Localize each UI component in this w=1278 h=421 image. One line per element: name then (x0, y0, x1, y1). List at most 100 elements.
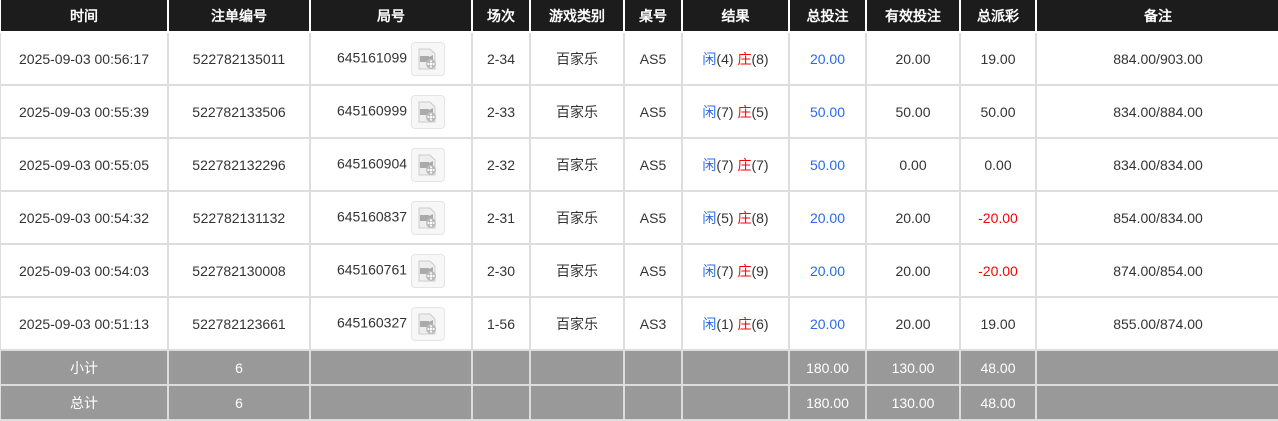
empty-cell (471, 384, 531, 421)
video-replay-icon[interactable] (411, 94, 446, 129)
bet-id: 522782131132 (167, 190, 311, 245)
bet-time: 2025-09-03 00:56:17 (0, 31, 169, 86)
round-number: 645160999 (336, 102, 408, 119)
banker-label: 庄 (737, 156, 752, 173)
game-type: 百家乐 (529, 243, 625, 298)
column-header: 桌号 (623, 0, 683, 33)
banker-label: 庄 (737, 262, 752, 279)
banker-points: (5) (751, 103, 769, 120)
bet-id: 522782123661 (167, 296, 311, 351)
subtotal-count: 6 (167, 349, 311, 386)
empty-cell (1035, 384, 1278, 421)
player-points: (4) (716, 50, 734, 67)
column-header: 备注 (1035, 0, 1278, 33)
note: 834.00/834.00 (1035, 137, 1278, 192)
player-points: (1) (716, 315, 734, 332)
note: 855.00/874.00 (1035, 296, 1278, 351)
empty-cell (681, 384, 790, 421)
total-bet: 20.00 (788, 190, 867, 245)
result: 闲(5) 庄(8) (681, 190, 790, 245)
video-replay-icon[interactable] (411, 200, 446, 235)
grandtotal-valid: 130.00 (865, 384, 961, 421)
table-row: 2025-09-03 00:54:32 522782131132 6451608… (0, 190, 1278, 245)
result: 闲(7) 庄(5) (681, 84, 790, 139)
banker-points: (8) (751, 209, 769, 226)
payout: 0.00 (959, 137, 1037, 192)
empty-cell (1035, 349, 1278, 386)
total-bet: 20.00 (788, 296, 867, 351)
note: 884.00/903.00 (1035, 31, 1278, 86)
player-label: 闲 (702, 315, 717, 332)
banker-label: 庄 (737, 315, 752, 332)
table-number: AS3 (623, 296, 683, 351)
payout: 19.00 (959, 31, 1037, 86)
round-cell: 645160837 (309, 190, 473, 245)
session: 1-56 (471, 296, 531, 351)
column-header: 场次 (471, 0, 531, 33)
banker-label: 庄 (737, 209, 752, 226)
banker-points: (6) (751, 315, 769, 332)
game-type: 百家乐 (529, 31, 625, 86)
valid-bet: 50.00 (865, 84, 961, 139)
player-points: (7) (716, 156, 734, 173)
round-cell: 645160999 (309, 84, 473, 139)
valid-bet: 0.00 (865, 137, 961, 192)
note: 874.00/854.00 (1035, 243, 1278, 298)
bet-id: 522782130008 (167, 243, 311, 298)
table-row: 2025-09-03 00:56:17 522782135011 6451610… (0, 31, 1278, 86)
total-bet: 20.00 (788, 31, 867, 86)
table-row: 2025-09-03 00:55:05 522782132296 6451609… (0, 137, 1278, 192)
game-type: 百家乐 (529, 137, 625, 192)
total-bet: 50.00 (788, 84, 867, 139)
column-header: 总投注 (788, 0, 867, 33)
empty-cell (309, 384, 473, 421)
video-replay-icon[interactable] (411, 147, 446, 182)
grandtotal-label: 总计 (0, 384, 169, 421)
session: 2-34 (471, 31, 531, 86)
column-header: 游戏类别 (529, 0, 625, 33)
player-points: (5) (716, 209, 734, 226)
grandtotal-row: 总计 6 180.00 130.00 48.00 (0, 384, 1278, 421)
bet-time: 2025-09-03 00:54:03 (0, 243, 169, 298)
table-number: AS5 (623, 137, 683, 192)
valid-bet: 20.00 (865, 190, 961, 245)
bet-id: 522782132296 (167, 137, 311, 192)
column-header: 结果 (681, 0, 790, 33)
player-points: (7) (716, 103, 734, 120)
bet-id: 522782133506 (167, 84, 311, 139)
note: 854.00/834.00 (1035, 190, 1278, 245)
table-number: AS5 (623, 190, 683, 245)
empty-cell (529, 349, 625, 386)
session: 2-33 (471, 84, 531, 139)
empty-cell (309, 349, 473, 386)
result: 闲(7) 庄(7) (681, 137, 790, 192)
session: 2-32 (471, 137, 531, 192)
table-header: 时间 注单编号 局号 场次 游戏类别 桌号 结果 总投注 有效投注 总派彩 备注 (0, 0, 1278, 33)
video-replay-icon[interactable] (411, 253, 446, 288)
empty-cell (623, 349, 683, 386)
banker-points: (7) (751, 156, 769, 173)
payout: 50.00 (959, 84, 1037, 139)
player-label: 闲 (702, 156, 717, 173)
video-replay-icon[interactable] (411, 41, 446, 76)
column-header: 时间 (0, 0, 169, 33)
round-cell: 645160327 (309, 296, 473, 351)
payout: -20.00 (959, 190, 1037, 245)
game-type: 百家乐 (529, 296, 625, 351)
table-number: AS5 (623, 84, 683, 139)
round-number: 645160904 (336, 155, 408, 172)
bet-time: 2025-09-03 00:55:39 (0, 84, 169, 139)
valid-bet: 20.00 (865, 296, 961, 351)
valid-bet: 20.00 (865, 243, 961, 298)
column-header: 有效投注 (865, 0, 961, 33)
total-bet: 20.00 (788, 243, 867, 298)
column-header: 注单编号 (167, 0, 311, 33)
banker-label: 庄 (737, 103, 752, 120)
column-header: 局号 (309, 0, 473, 33)
payout: 19.00 (959, 296, 1037, 351)
round-number: 645160327 (336, 314, 408, 331)
player-label: 闲 (702, 50, 717, 67)
result: 闲(4) 庄(8) (681, 31, 790, 86)
video-replay-icon[interactable] (411, 306, 446, 341)
